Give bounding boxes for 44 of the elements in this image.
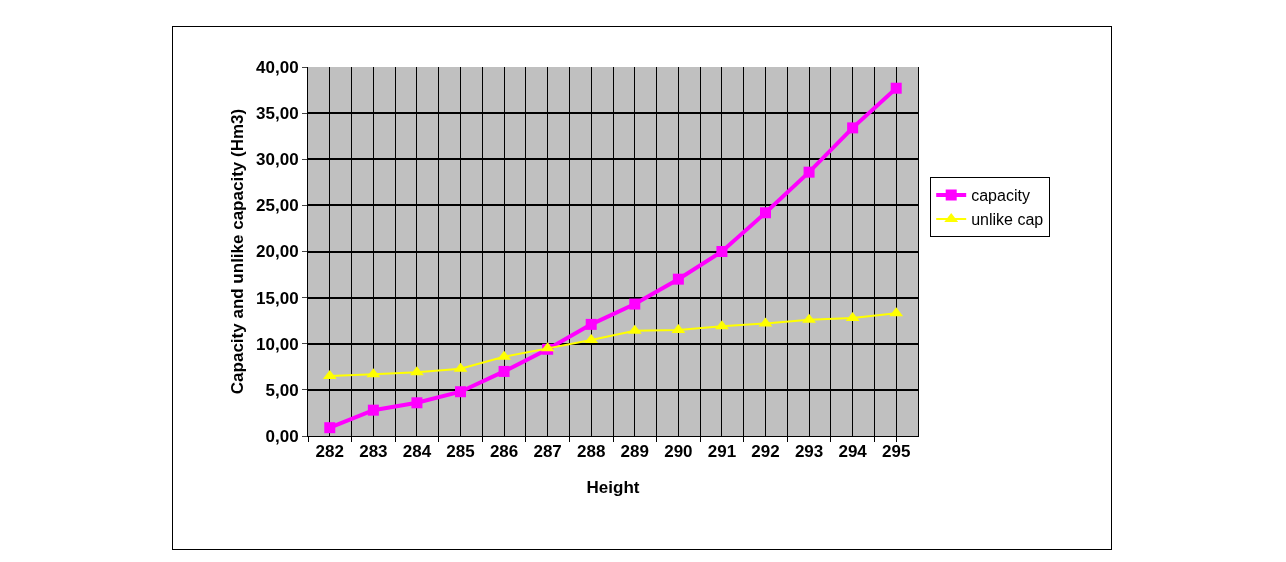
y-tick-label: 40,00: [256, 57, 299, 77]
point: [803, 166, 815, 178]
y-tick-label: 10,00: [256, 334, 299, 354]
point: [802, 313, 816, 323]
y-tick-label: 35,00: [256, 104, 299, 124]
y-tick-label: 0,00: [265, 426, 299, 446]
y-tick-label: 5,00: [265, 380, 299, 400]
x-tick-label: 293: [794, 442, 824, 462]
x-axis-title: Height: [586, 477, 640, 497]
x-tick-label: 284: [402, 442, 432, 462]
x-tick-label: 290: [664, 442, 693, 462]
x-tick-label: 287: [533, 442, 562, 462]
point: [890, 82, 902, 94]
x-tick-label: 294: [838, 442, 868, 462]
x-tick-label: 286: [489, 442, 519, 462]
point: [760, 207, 771, 219]
point: [411, 397, 423, 409]
y-tick-label: 20,00: [256, 242, 299, 262]
y-tick-label: 15,00: [256, 288, 299, 308]
x-tick-label: 283: [359, 442, 388, 462]
point: [324, 422, 336, 434]
x-tick-label: 291: [707, 442, 737, 462]
point: [716, 246, 728, 257]
point: [498, 365, 510, 377]
point: [585, 318, 597, 330]
point: [672, 273, 684, 285]
legend-label: capacity: [971, 187, 1030, 205]
point: [629, 298, 641, 310]
y-tick-label: 30,00: [256, 150, 299, 170]
point: [410, 366, 424, 376]
x-tick-label: 288: [577, 442, 606, 462]
x-tick-label: 292: [751, 442, 780, 462]
point: [367, 404, 379, 416]
point: [715, 320, 729, 330]
y-tick-label: 25,00: [256, 196, 299, 216]
point: [497, 350, 511, 360]
legend-label: unlike cap: [971, 211, 1044, 229]
point: [847, 122, 859, 134]
x-tick-label: 285: [446, 442, 475, 462]
x-tick-label: 295: [882, 442, 911, 462]
x-tick-label: 282: [315, 442, 344, 462]
point: [455, 386, 466, 398]
y-axis-title: Capacity and unlike capacity (Hm3): [227, 108, 247, 395]
x-tick-label: 289: [620, 442, 649, 462]
